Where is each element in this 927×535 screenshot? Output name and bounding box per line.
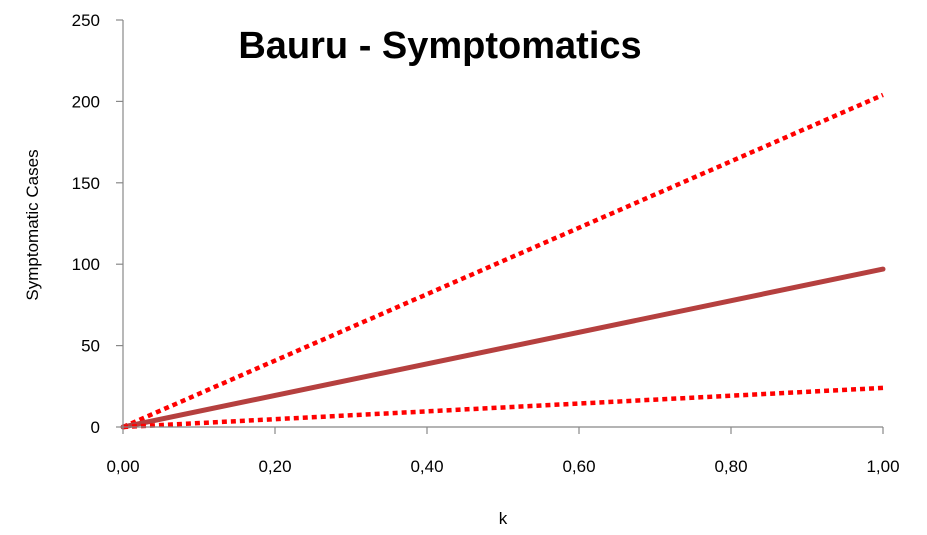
series-line-3-dotted bbox=[122, 385, 884, 430]
chart-title: Bauru - Symptomatics bbox=[238, 25, 641, 67]
x-tick-label: 0,80 bbox=[714, 457, 747, 476]
y-ticks: 0 50 100 150 200 250 bbox=[72, 11, 123, 437]
x-tick-label: 0,40 bbox=[410, 457, 443, 476]
y-tick-label: 100 bbox=[72, 255, 100, 274]
series-line-1-dotted bbox=[122, 92, 884, 430]
y-tick-label: 0 bbox=[91, 418, 100, 437]
x-tick-label: 1,00 bbox=[866, 457, 899, 476]
y-tick-label: 200 bbox=[72, 92, 100, 111]
series-layer bbox=[120, 92, 886, 430]
y-tick-label: 250 bbox=[72, 11, 100, 30]
y-tick-label: 150 bbox=[72, 174, 100, 193]
x-tick-label: 0,60 bbox=[562, 457, 595, 476]
x-axis-title: k bbox=[499, 509, 508, 528]
x-tick-label: 0,20 bbox=[258, 457, 291, 476]
x-ticks: 0,00 0,20 0,40 0,60 0,80 1,00 bbox=[106, 427, 900, 476]
x-tick-label: 0,00 bbox=[106, 457, 139, 476]
y-axis-title: Symptomatic Cases bbox=[23, 149, 42, 300]
y-tick-label: 50 bbox=[81, 337, 100, 356]
series-line-2-solid bbox=[120, 266, 886, 430]
